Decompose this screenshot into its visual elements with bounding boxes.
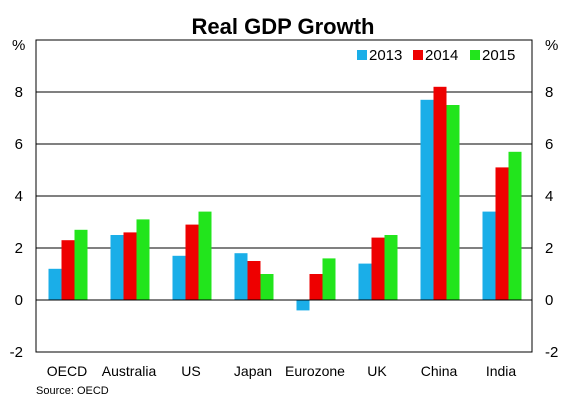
category-label: Eurozone [285,363,345,379]
bar-2014-us [185,224,199,300]
category-label: US [181,363,200,379]
bar-2014-oecd [61,240,75,300]
category-label: OECD [47,363,87,379]
legend-swatch-2015 [470,50,480,60]
bar-2014-japan [247,261,261,300]
bar-2015-oecd [74,229,88,300]
bar-2013-us [172,255,186,300]
legend-swatch-2014 [413,50,423,60]
category-label: Australia [102,363,157,379]
category-label: UK [367,363,387,379]
y-tick-label-left: -2 [10,344,23,361]
bar-2014-eurozone [309,274,323,300]
legend-label-2013: 2013 [369,47,402,64]
legend-swatch-2013 [357,50,367,60]
y-tick-label-right: 4 [545,188,553,205]
right-axis-unit: % [545,37,558,54]
bar-2013-japan [234,253,248,300]
bar-2015-india [508,151,522,300]
y-tick-label-left: 4 [15,188,23,205]
y-tick-label-left: 2 [15,240,23,257]
plot-frame [35,39,533,353]
category-label: Japan [234,363,272,379]
left-axis-unit: % [12,37,25,54]
category-label: India [486,363,517,379]
y-tick-label-right: 2 [545,240,553,257]
legend: 2013 2014 2015 [357,47,515,64]
bar-2013-eurozone [296,300,310,311]
y-tick-label-left: 0 [15,292,23,309]
chart-title: Real GDP Growth [192,14,375,39]
bar-2013-australia [110,235,124,300]
y-tick-label-left: 6 [15,136,23,153]
bar-2013-oecd [48,268,62,300]
y-tick-label-right: -2 [545,344,558,361]
bar-2015-uk [384,235,398,300]
bar-2014-australia [123,232,137,300]
bar-2015-eurozone [322,258,336,300]
legend-label-2015: 2015 [482,47,515,64]
bar-2015-china [446,105,460,300]
bar-2014-uk [371,237,385,300]
source-note: Source: OECD [36,385,109,397]
bar-2014-china [433,86,447,300]
y-tick-label-left: 8 [15,84,23,101]
bar-2013-india [482,211,496,300]
y-tick-label-right: 8 [545,84,553,101]
plot-area: -2 -2 0 0 2 2 4 4 6 6 8 8 OECD Australia US Japan Eurozo… [10,39,558,379]
bar-2013-uk [358,263,372,300]
category-label: China [421,363,458,379]
bar-2015-us [198,211,212,300]
bar-2013-china [420,99,434,300]
y-tick-label-right: 0 [545,292,553,309]
legend-label-2014: 2014 [425,47,458,64]
bar-2015-japan [260,274,274,300]
y-tick-label-right: 6 [545,136,553,153]
bar-2015-australia [136,219,150,300]
bar-2014-india [495,167,509,300]
